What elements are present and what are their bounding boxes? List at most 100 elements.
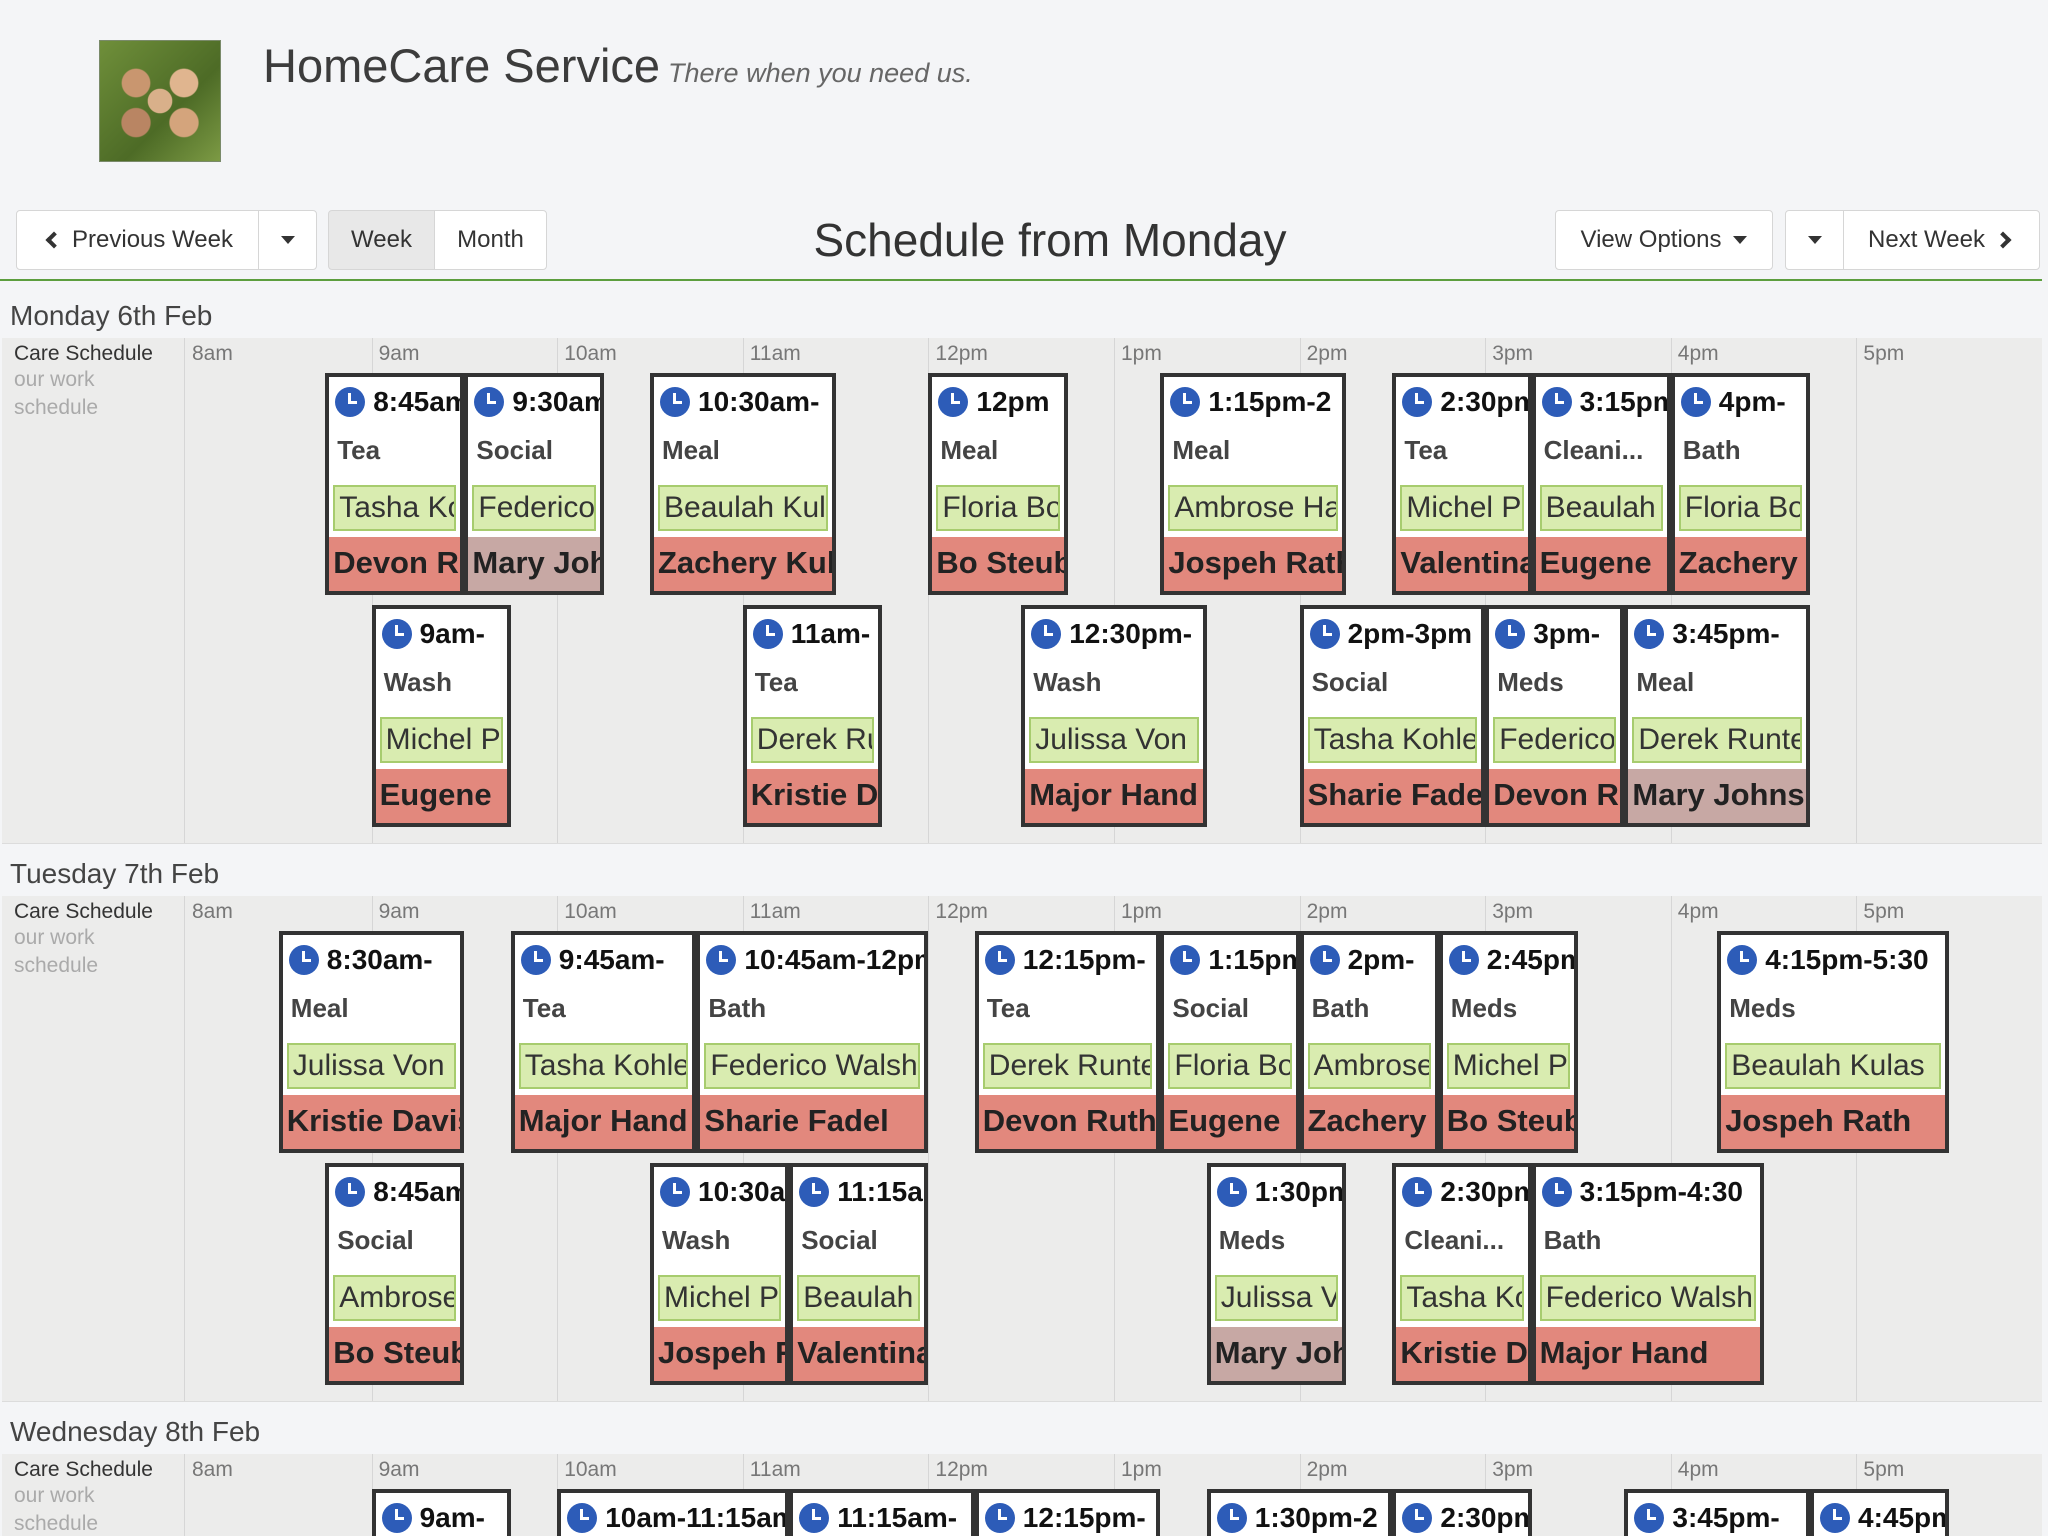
- appointment-card[interactable]: 4:45pm: [1810, 1489, 1950, 1536]
- care-worker-name[interactable]: Valentina: [1396, 537, 1528, 591]
- appointment-card[interactable]: 2pm- Bath Ambrose Haley Zachery: [1299, 931, 1439, 1153]
- previous-week-button[interactable]: Previous Week: [16, 210, 259, 270]
- client-name[interactable]: Michel Price: [379, 717, 503, 763]
- care-worker-name[interactable]: Bo Steuber: [1442, 1095, 1574, 1149]
- appointment-card[interactable]: 4pm- Bath Floria Bode Zachery: [1670, 373, 1810, 595]
- appointment-card[interactable]: 3:45pm- Meal Derek Runte Mary Johns: [1624, 605, 1810, 827]
- appointment-card[interactable]: 8:45am Social Ambrose Haley Bo Steuber: [325, 1163, 465, 1385]
- client-name[interactable]: Beaulah Kulas: [658, 485, 828, 531]
- appointment-card[interactable]: 8:45am Tea Tasha Kohler Devon Ruth: [325, 373, 465, 595]
- client-name[interactable]: Federico Walsh: [472, 485, 596, 531]
- care-worker-name[interactable]: Sharie Fadel: [700, 1095, 925, 1149]
- appointment-card[interactable]: 3:45pm-: [1624, 1489, 1810, 1536]
- view-options-button[interactable]: View Options: [1555, 210, 1773, 270]
- client-name[interactable]: Federico Walsh: [1493, 717, 1617, 763]
- care-worker-name[interactable]: Bo Steuber: [329, 1327, 461, 1381]
- client-name[interactable]: Beaulah Kulas: [1539, 485, 1663, 531]
- appointment-time: 2:30pm: [1402, 1173, 1528, 1211]
- appointment-card[interactable]: 2:30pm: [1392, 1489, 1532, 1536]
- client-name[interactable]: Julissa Von: [1029, 717, 1199, 763]
- appointment-card[interactable]: 1:30pm Meds Julissa Von Mary Johns: [1206, 1163, 1346, 1385]
- care-worker-name[interactable]: Kristie Davis: [1396, 1327, 1528, 1381]
- appointment-card[interactable]: 4:15pm-5:30 Meds Beaulah Kulas Jospeh Rath: [1717, 931, 1950, 1153]
- care-worker-name[interactable]: Eugene: [1535, 537, 1667, 591]
- care-worker-name[interactable]: Kristie Davis: [282, 1095, 461, 1149]
- month-view-button[interactable]: Month: [434, 210, 547, 270]
- appointment-card[interactable]: 1:30pm-2: [1206, 1489, 1393, 1536]
- care-worker-name[interactable]: Zachery: [1303, 1095, 1435, 1149]
- care-worker-name[interactable]: Major Hand: [1535, 1327, 1760, 1381]
- care-worker-name[interactable]: Devon Ruth: [978, 1095, 1157, 1149]
- care-worker-name[interactable]: Major Hand: [1025, 769, 1203, 823]
- care-worker-name[interactable]: Eugene: [1164, 1095, 1296, 1149]
- client-name[interactable]: Michel Price: [1446, 1043, 1570, 1089]
- appointment-card[interactable]: 9am-: [371, 1489, 511, 1536]
- care-worker-name[interactable]: Jospeh Rath: [1164, 537, 1342, 591]
- appointment-card[interactable]: 2:30pm Tea Michel Price Valentina: [1392, 373, 1532, 595]
- client-name[interactable]: Michel Price: [658, 1275, 782, 1321]
- client-name[interactable]: Tasha Kohler: [1307, 717, 1478, 763]
- appointment-card[interactable]: 12:15pm-: [974, 1489, 1161, 1536]
- client-name[interactable]: Beaulah Kulas: [1725, 1043, 1942, 1089]
- client-name[interactable]: Floria Bode: [1678, 485, 1802, 531]
- care-worker-name[interactable]: Eugene: [375, 769, 507, 823]
- care-worker-name[interactable]: Jospeh Rath: [1721, 1095, 1946, 1149]
- appointment-card[interactable]: 12:30pm- Wash Julissa Von Major Hand: [1021, 605, 1207, 827]
- client-name[interactable]: Tasha Kohler: [1400, 1275, 1524, 1321]
- next-week-dropdown[interactable]: [1785, 210, 1844, 270]
- client-name[interactable]: Federico Walsh: [704, 1043, 921, 1089]
- appointment-card[interactable]: 10:30am Wash Michel Price Jospeh Rath: [650, 1163, 790, 1385]
- care-worker-name[interactable]: Kristie Davis: [746, 769, 878, 823]
- appointment-card[interactable]: 1:15pm-2 Meal Ambrose Haley Jospeh Rath: [1160, 373, 1346, 595]
- appointment-card[interactable]: 9:30am Social Federico Walsh Mary Johns: [464, 373, 604, 595]
- care-worker-name[interactable]: Mary Johns: [1628, 769, 1806, 823]
- appointment-card[interactable]: 9am- Wash Michel Price Eugene: [371, 605, 511, 827]
- client-name[interactable]: Floria Bode: [1168, 1043, 1292, 1089]
- appointment-card[interactable]: 3:15pm-4:30 Bath Federico Walsh Major Hand: [1531, 1163, 1764, 1385]
- care-worker-name[interactable]: Bo Steuber: [932, 537, 1064, 591]
- care-worker-name[interactable]: Devon Ruth: [1489, 769, 1621, 823]
- care-worker-name[interactable]: Zachery Kub: [654, 537, 832, 591]
- care-worker-name[interactable]: Major Hand: [514, 1095, 693, 1149]
- client-name[interactable]: Derek Runte: [1632, 717, 1802, 763]
- next-week-button[interactable]: Next Week: [1843, 210, 2040, 270]
- appointment-card[interactable]: 12pm Meal Floria Bode Bo Steuber: [928, 373, 1068, 595]
- appointment-card[interactable]: 1:15pm Social Floria Bode Eugene: [1160, 931, 1300, 1153]
- care-worker-name[interactable]: Devon Ruth: [329, 537, 461, 591]
- appointment-card[interactable]: 2:30pm Cleani... Tasha Kohler Kristie Davis: [1392, 1163, 1532, 1385]
- care-worker-name[interactable]: Zachery: [1674, 537, 1806, 591]
- client-name[interactable]: Michel Price: [1400, 485, 1524, 531]
- appointment-card[interactable]: 11:15am Social Beaulah Kulas Valentina: [789, 1163, 929, 1385]
- care-worker-name[interactable]: Valentina: [793, 1327, 925, 1381]
- care-worker-name[interactable]: Mary Johns: [468, 537, 600, 591]
- care-worker-name[interactable]: Jospeh Rath: [654, 1327, 786, 1381]
- appointment-card[interactable]: 10am-11:15am: [557, 1489, 790, 1536]
- client-name[interactable]: Julissa Von: [1214, 1275, 1338, 1321]
- appointment-card[interactable]: 2:45pm Meds Michel Price Bo Steuber: [1438, 931, 1578, 1153]
- client-name[interactable]: Derek Runte: [750, 717, 874, 763]
- appointment-card[interactable]: 11:15am-: [789, 1489, 975, 1536]
- client-name[interactable]: Tasha Kohler: [333, 485, 457, 531]
- appointment-card[interactable]: 3:15pm Cleani... Beaulah Kulas Eugene: [1531, 373, 1671, 595]
- care-worker-name[interactable]: Sharie Fadel: [1303, 769, 1482, 823]
- appointment-card[interactable]: 8:30am- Meal Julissa Von Kristie Davis: [278, 931, 465, 1153]
- appointment-card[interactable]: 10:45am-12pm Bath Federico Walsh Sharie Fad…: [696, 931, 929, 1153]
- client-name[interactable]: Ambrose Haley: [333, 1275, 457, 1321]
- client-name[interactable]: Ambrose Haley: [1307, 1043, 1431, 1089]
- client-name[interactable]: Federico Walsh: [1539, 1275, 1756, 1321]
- week-view-button[interactable]: Week: [328, 210, 435, 270]
- previous-week-dropdown[interactable]: [258, 210, 317, 270]
- client-name[interactable]: Derek Runte: [982, 1043, 1153, 1089]
- client-name[interactable]: Tasha Kohler: [518, 1043, 689, 1089]
- care-worker-name[interactable]: Mary Johns: [1210, 1327, 1342, 1381]
- appointment-card[interactable]: 10:30am- Meal Beaulah Kulas Zachery Kub: [650, 373, 836, 595]
- appointment-card[interactable]: 2pm-3pm Social Tasha Kohler Sharie Fadel: [1299, 605, 1486, 827]
- appointment-card[interactable]: 9:45am- Tea Tasha Kohler Major Hand: [510, 931, 697, 1153]
- appointment-card[interactable]: 11am- Tea Derek Runte Kristie Davis: [742, 605, 882, 827]
- appointment-card[interactable]: 3pm- Meds Federico Walsh Devon Ruth: [1485, 605, 1625, 827]
- client-name[interactable]: Julissa Von: [286, 1043, 457, 1089]
- appointment-card[interactable]: 12:15pm- Tea Derek Runte Devon Ruth: [974, 931, 1161, 1153]
- client-name[interactable]: Beaulah Kulas: [797, 1275, 921, 1321]
- client-name[interactable]: Ambrose Haley: [1168, 485, 1338, 531]
- client-name[interactable]: Floria Bode: [936, 485, 1060, 531]
